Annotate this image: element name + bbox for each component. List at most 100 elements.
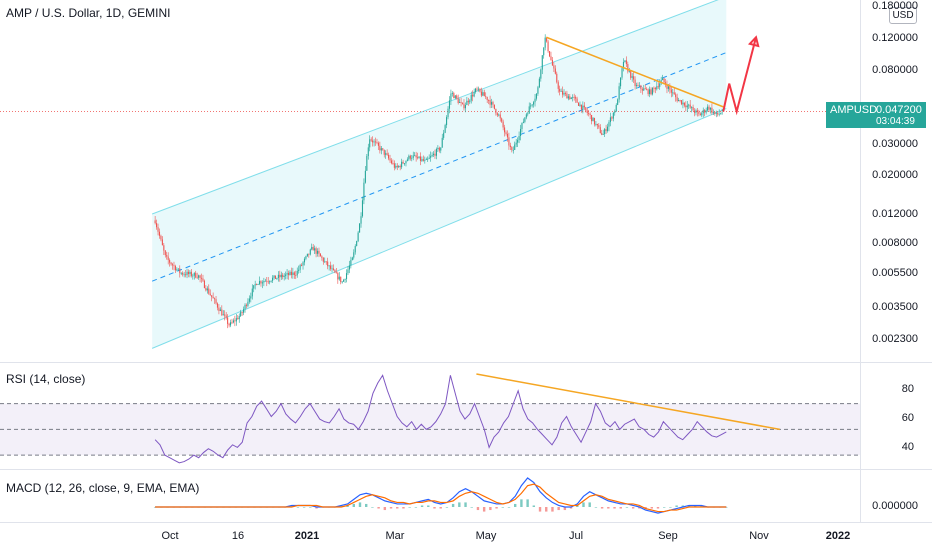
candle-body <box>593 117 596 125</box>
macd-histogram-bar <box>414 507 418 508</box>
candle-body <box>624 60 626 62</box>
candle-body <box>328 265 330 267</box>
candle-body <box>167 256 169 261</box>
candle-body <box>311 246 313 250</box>
macd-histogram-bar <box>507 507 511 508</box>
candle-body <box>560 91 562 92</box>
candle-body <box>353 252 355 258</box>
candle-body <box>692 106 694 111</box>
candle-body <box>289 271 291 276</box>
macd-histogram-bar <box>526 499 529 507</box>
macd-histogram-bar <box>600 507 604 509</box>
candle-body <box>625 60 627 65</box>
candle-body <box>598 125 600 128</box>
candle-body <box>231 322 233 324</box>
candle-body <box>627 64 629 72</box>
candle-body <box>432 153 435 155</box>
candle-body <box>208 288 210 294</box>
regression-channel-fill <box>152 0 727 349</box>
macd-histogram-bar <box>489 507 492 511</box>
macd-histogram-bar <box>445 507 449 508</box>
candle-body <box>646 89 648 90</box>
candle-body <box>596 123 598 126</box>
candle-body <box>480 91 482 96</box>
candle-body <box>493 104 495 109</box>
macd-histogram-bar <box>358 502 362 507</box>
price-tick-label: 0.120000 <box>872 32 918 44</box>
macd-histogram-bar <box>302 507 306 508</box>
price-tick-label: 0.002300 <box>872 333 918 345</box>
candle-body <box>678 100 680 102</box>
candle-body <box>461 102 464 104</box>
candle-body <box>631 76 633 78</box>
candle-body <box>683 102 685 106</box>
price-trendline[interactable] <box>546 36 724 108</box>
currency-button[interactable]: USD <box>889 7 917 24</box>
candle-body <box>156 223 158 228</box>
macd-histogram-bar <box>576 505 579 507</box>
candle-body <box>356 241 358 247</box>
candle-body <box>477 88 480 90</box>
macd-histogram-bar <box>551 507 554 512</box>
candle-body <box>274 275 277 279</box>
candle-body <box>582 105 584 110</box>
candle-body <box>644 88 646 90</box>
candle-body <box>235 318 237 322</box>
candle-body <box>199 275 201 278</box>
candle-body <box>514 144 516 150</box>
candle-body <box>327 261 329 267</box>
macd-histogram-bar <box>408 507 411 508</box>
candle-body <box>711 107 713 113</box>
candle-body <box>551 60 553 66</box>
candle-body <box>509 145 511 147</box>
candle-body <box>654 87 656 90</box>
candle-body <box>408 155 410 160</box>
projection-arrow[interactable] <box>722 36 757 116</box>
candle-body <box>261 282 263 284</box>
candle-body <box>224 314 226 316</box>
candle-body <box>240 312 242 317</box>
candle-body <box>264 280 266 282</box>
candle-body <box>483 92 485 97</box>
candle-body <box>443 132 445 138</box>
candle-body <box>606 126 609 131</box>
rsi-title: RSI (14, close) <box>6 372 86 386</box>
candle-body <box>253 285 255 289</box>
candle-body <box>628 71 630 72</box>
candle-body <box>695 110 697 113</box>
rsi-tick-label: 40 <box>901 441 914 453</box>
candle-body <box>347 269 349 274</box>
candle-body <box>669 86 671 90</box>
macd-histogram-bar <box>625 507 629 508</box>
candle-body <box>466 100 468 106</box>
candle-body <box>557 82 559 89</box>
rsi-pane[interactable] <box>0 373 860 464</box>
macd-pane[interactable] <box>153 477 728 514</box>
candle-body <box>250 296 252 299</box>
candle-body <box>441 137 443 148</box>
price-pane[interactable] <box>0 0 860 349</box>
candle-body <box>290 271 292 275</box>
macd-histogram-bar <box>464 502 467 507</box>
candle-body <box>276 278 278 279</box>
macd-histogram-bar <box>389 507 393 509</box>
candle-body <box>225 315 227 318</box>
candle-body <box>438 147 440 151</box>
candle-body <box>164 250 166 256</box>
macd-histogram-bar <box>694 505 697 507</box>
candle-body <box>686 105 688 108</box>
candle-body <box>448 100 451 109</box>
candle-body <box>651 87 654 95</box>
time-tick-label: Jul <box>568 530 584 542</box>
candle-body <box>535 93 538 99</box>
candle-body <box>348 265 350 270</box>
candle-body <box>340 276 342 283</box>
macd-histogram-bar <box>371 507 374 508</box>
candle-body <box>374 141 377 143</box>
candle-body <box>272 277 274 281</box>
rsi-trendline[interactable] <box>476 373 780 431</box>
candle-body <box>673 92 675 95</box>
candle-body <box>360 216 362 224</box>
candle-body <box>589 113 591 116</box>
